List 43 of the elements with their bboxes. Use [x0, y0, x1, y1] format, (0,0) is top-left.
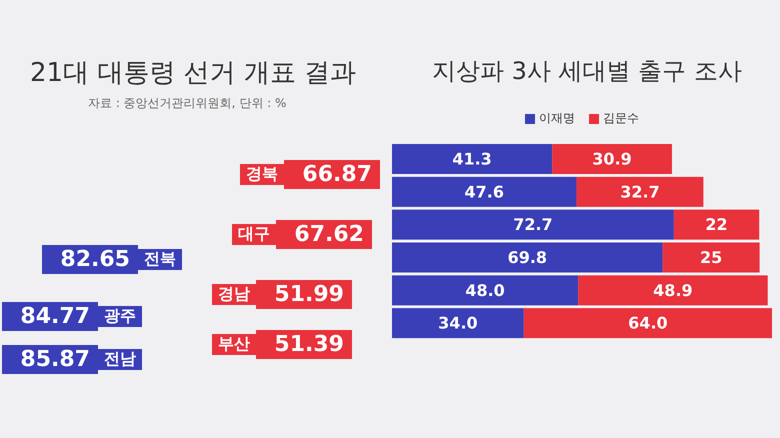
data-label: 67.62	[276, 220, 372, 249]
data-label: 34.0	[438, 314, 478, 333]
category-label: 부산	[212, 334, 256, 355]
data-label: 48.9	[653, 280, 693, 300]
bar	[392, 176, 577, 207]
data-label: 64.0	[628, 314, 668, 333]
bar	[576, 176, 704, 207]
data-label: 51.99	[256, 280, 352, 309]
bar	[392, 210, 674, 240]
data-label: 32.7	[620, 182, 660, 202]
data-label: 30.9	[592, 150, 632, 168]
bar	[392, 308, 524, 338]
category-label: 광주	[98, 306, 142, 327]
data-label: 22	[705, 215, 728, 234]
bar	[392, 144, 552, 174]
category-label: 경북	[240, 164, 284, 185]
bar	[392, 242, 663, 272]
data-label: 84.77	[2, 302, 98, 331]
data-label: 82.65	[42, 245, 138, 274]
data-label: 48.0	[465, 280, 505, 300]
data-label: 25	[700, 248, 722, 267]
data-label: 69.8	[508, 248, 548, 267]
category-label: 대구	[232, 224, 276, 245]
bar	[392, 275, 578, 306]
legend-label: 김문수	[602, 110, 639, 127]
text: 21대 대통령 선거 개표 결과	[30, 57, 356, 90]
legend-label: 이재명	[538, 110, 575, 127]
category-label: 경남	[212, 284, 256, 305]
data-label: 47.6	[464, 182, 504, 202]
bar	[524, 308, 772, 338]
category-label: 전북	[138, 249, 182, 270]
data-label: 51.39	[256, 330, 352, 359]
bar	[578, 275, 768, 306]
bar	[674, 210, 760, 240]
chart-title: 지상파 3사 세대별 출구 조사	[432, 56, 742, 87]
data-label: 41.3	[452, 150, 492, 168]
data-label: 85.87	[2, 345, 98, 374]
category-label: 전남	[98, 349, 142, 370]
bar	[662, 242, 760, 272]
data-label: 72.7	[513, 215, 553, 234]
bar	[552, 144, 672, 174]
data-label: 66.87	[284, 160, 380, 189]
text: 자료 : 중앙선거관리위원회, 단위 : %	[88, 95, 286, 112]
